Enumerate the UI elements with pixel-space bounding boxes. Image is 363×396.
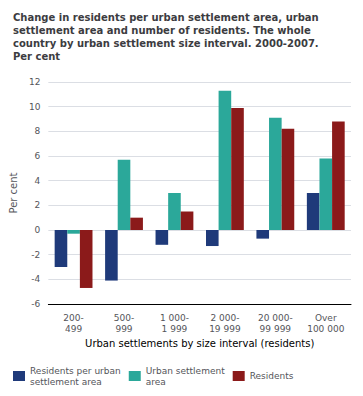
svg-text:Residents per urban: Residents per urban bbox=[30, 366, 121, 376]
svg-text:2: 2 bbox=[35, 200, 41, 210]
svg-text:Per cent: Per cent bbox=[8, 172, 19, 213]
svg-text:499: 499 bbox=[65, 324, 82, 334]
svg-text:99 999: 99 999 bbox=[260, 324, 292, 334]
svg-text:100 000: 100 000 bbox=[307, 324, 344, 334]
svg-text:settlement area: settlement area bbox=[30, 377, 102, 387]
svg-text:12: 12 bbox=[29, 77, 40, 87]
svg-text:0: 0 bbox=[35, 225, 41, 235]
svg-text:999: 999 bbox=[115, 324, 132, 334]
svg-text:Change in residents per urban: Change in residents per urban settlement… bbox=[13, 12, 319, 23]
svg-text:-2: -2 bbox=[31, 250, 40, 260]
svg-text:-4: -4 bbox=[31, 274, 40, 284]
svg-text:200-: 200- bbox=[63, 313, 83, 323]
svg-text:20 000-: 20 000- bbox=[258, 313, 293, 323]
svg-text:country by urban settlement si: country by urban settlement size interva… bbox=[13, 38, 319, 49]
svg-text:4: 4 bbox=[35, 176, 41, 186]
svg-text:settlement area and number of: settlement area and number of residents.… bbox=[13, 25, 311, 36]
svg-text:Over: Over bbox=[315, 313, 337, 323]
svg-text:Urban settlement: Urban settlement bbox=[146, 366, 225, 376]
svg-text:Per cent: Per cent bbox=[13, 51, 60, 62]
svg-text:19 999: 19 999 bbox=[209, 324, 241, 334]
svg-text:500-: 500- bbox=[114, 313, 134, 323]
svg-text:Urban settlements by size inte: Urban settlements by size interval (resi… bbox=[85, 338, 314, 349]
svg-text:2 000-: 2 000- bbox=[210, 313, 239, 323]
svg-text:8: 8 bbox=[35, 126, 41, 136]
svg-text:1 000-: 1 000- bbox=[160, 313, 189, 323]
svg-text:1 999: 1 999 bbox=[162, 324, 188, 334]
svg-text:6: 6 bbox=[35, 151, 41, 161]
svg-text:-6: -6 bbox=[31, 299, 40, 309]
svg-text:area: area bbox=[146, 377, 166, 387]
svg-text:Residents: Residents bbox=[250, 371, 294, 381]
svg-text:10: 10 bbox=[29, 102, 41, 112]
